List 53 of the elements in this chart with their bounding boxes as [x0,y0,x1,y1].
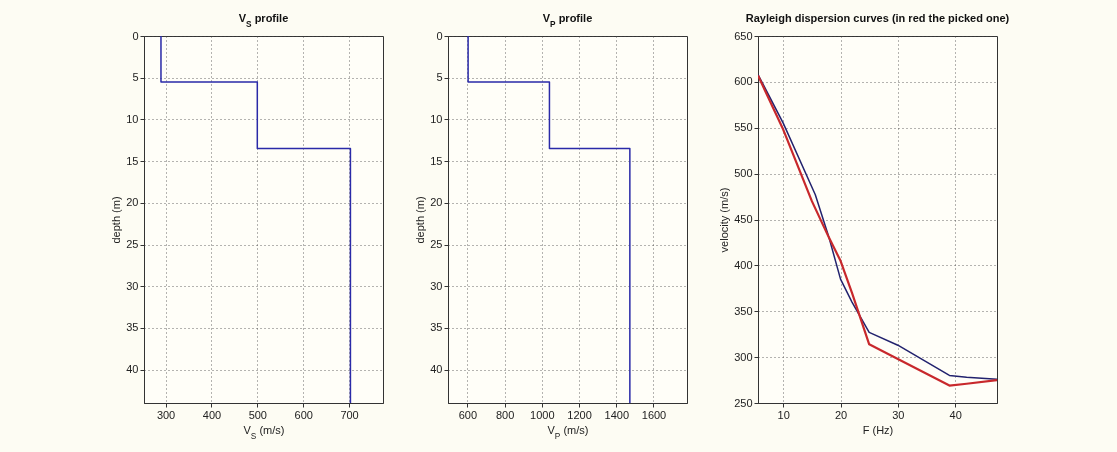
y-tick-label: 15 [126,154,139,167]
chart-title: Rayleigh dispersion curves (in red the picked one) [745,12,1010,24]
y-tick-label: 450 [734,213,753,225]
x-tick-label: 600 [458,408,478,421]
x-axis-title: V$_{S}$ (m/s) [243,423,285,440]
y-tick-label: 500 [734,167,753,180]
y-tick-label: 30 [126,279,139,292]
y-tick-label: 250 [734,396,753,409]
y-tick-label: 25 [126,238,139,251]
y-tick-label: 400 [734,258,753,271]
y-tick-label: 20 [430,196,443,209]
x-tick-label: 300 [156,408,176,421]
y-tick-label: 650 [734,29,753,42]
y-tick-label: 0 [132,29,139,42]
chart-title: V$_{S}$ profile [238,12,289,29]
y-tick-label: 15 [430,154,443,167]
y-tick-label: 25 [430,238,443,251]
x-tick-label: 30 [892,408,905,421]
x-tick-label: 1200 [567,408,592,421]
x-tick-label: 1600 [641,408,667,421]
y-tick-label: 600 [734,75,753,88]
x-tick-label: 400 [202,408,222,421]
line-series [160,36,352,403]
y-tick-label: 550 [734,121,753,134]
y-tick-label: 0 [436,29,443,42]
x-axis-title: F (Hz) [862,423,894,436]
x-axis-title: V$_{P}$ (m/s) [547,423,589,440]
line-series [467,36,631,403]
x-tick-label: 600 [294,408,313,421]
x-tick-label: 700 [340,408,359,421]
y-tick-label: 300 [734,350,753,363]
y-tick-label: 40 [430,363,443,376]
x-tick-label: 20 [834,408,848,421]
y-axis-title: depth (m) [110,196,123,244]
x-tick-label: 40 [949,408,962,421]
y-tick-label: 350 [734,304,753,317]
y-tick-label: 35 [126,321,139,334]
x-tick-label: 800 [495,408,515,421]
y-tick-label: 5 [436,71,443,84]
x-tick-label: 1000 [530,408,555,421]
x-tick-label: 1400 [604,408,630,421]
y-tick-label: 35 [430,321,443,334]
y-axis-title: velocity (m/s) [718,187,731,253]
y-tick-label: 40 [126,363,139,376]
y-tick-label: 20 [126,196,139,209]
x-tick-label: 500 [248,408,267,421]
y-tick-label: 10 [126,112,139,125]
y-tick-label: 5 [132,71,139,84]
x-tick-label: 10 [777,408,790,421]
chart-title: V$_{P}$ profile [542,12,593,29]
y-tick-label: 30 [430,279,443,292]
y-tick-label: 10 [430,112,443,125]
y-axis-title: depth (m) [414,196,427,244]
